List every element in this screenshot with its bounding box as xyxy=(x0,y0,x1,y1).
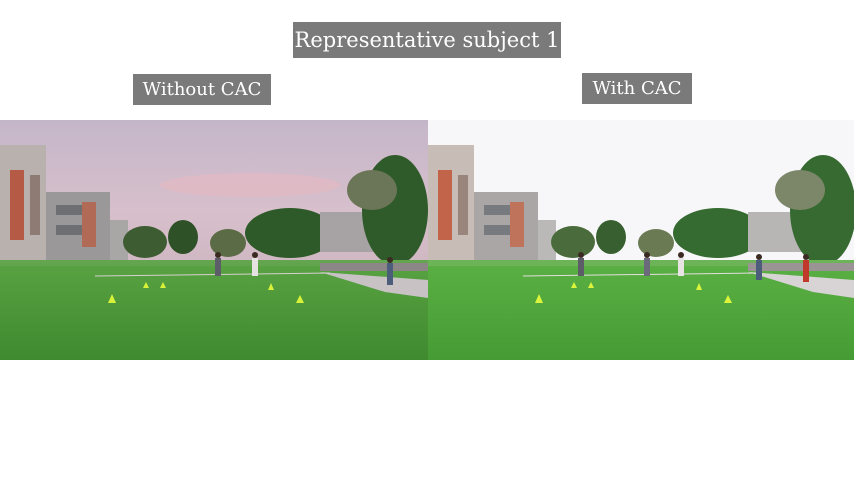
page-title: Representative subject 1 xyxy=(293,22,561,58)
campus-field-photo-icon xyxy=(0,120,428,360)
campus-field-photo-icon xyxy=(428,120,854,360)
with-cac-label: With CAC xyxy=(582,73,692,104)
without-cac-photo xyxy=(0,120,428,360)
with-cac-photo xyxy=(428,120,854,360)
without-cac-label: Without CAC xyxy=(133,74,271,105)
